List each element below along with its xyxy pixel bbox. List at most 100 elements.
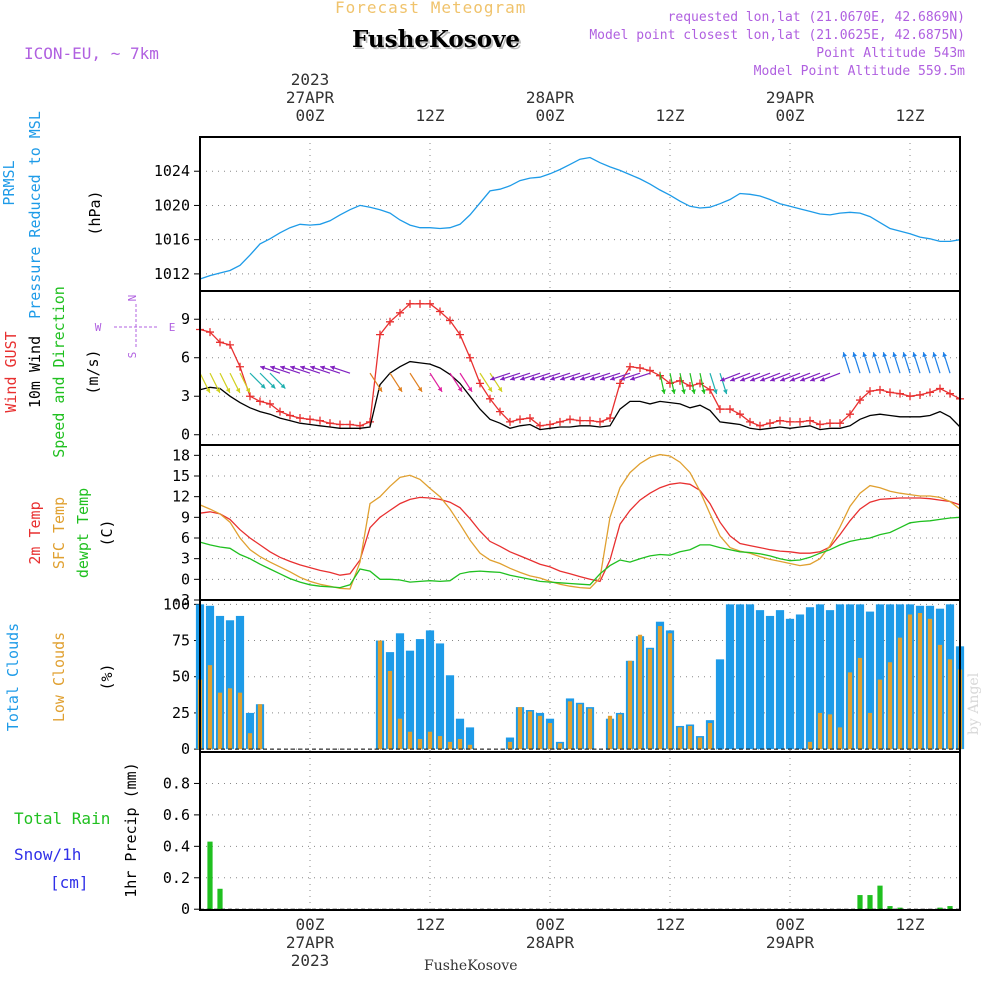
y-tick-label: -3 (172, 591, 190, 609)
bar-low-clouds (897, 637, 903, 750)
wind-arrow-head (500, 376, 506, 381)
bar-low-clouds (467, 744, 473, 750)
bar-total-clouds (455, 718, 465, 750)
bar-low-clouds (587, 708, 593, 750)
gust-marker (876, 385, 884, 394)
wind-arrow-head (820, 377, 826, 382)
wind-arrow-head (780, 377, 786, 382)
gust-marker (446, 316, 454, 325)
gust-marker (806, 416, 814, 425)
axis-label: SFC Temp (50, 497, 68, 569)
gust-marker (726, 405, 734, 414)
bar-total-clouds (715, 659, 725, 750)
wind-arrow-head (457, 386, 463, 392)
axis-label: (m/s) (84, 349, 102, 394)
y-tick-label: 0 (181, 426, 190, 444)
panel-frame (199, 751, 961, 911)
bar-low-clouds (517, 707, 523, 750)
bar-low-clouds (667, 633, 673, 750)
bar-total-clouds (865, 611, 875, 750)
y-tick-label: 12 (172, 488, 190, 506)
y-tick-label: 75 (172, 632, 190, 650)
y-tick-label: 9 (181, 310, 190, 328)
precip-axis-label: 1hr Precip (mm) (122, 762, 140, 897)
gust-marker (316, 416, 324, 425)
wind-arrow-head (600, 376, 606, 381)
bar-total-clouds (725, 604, 735, 750)
bar-total-clouds (735, 604, 745, 750)
wind-arrow-head (290, 365, 296, 371)
wind-arrow-head (740, 377, 746, 382)
axis-label: (hPa) (86, 190, 104, 235)
bar-low-clouds (607, 715, 613, 750)
y-tick-label: 0 (181, 740, 190, 758)
gust-marker (386, 317, 394, 326)
compass-s: S (126, 352, 139, 359)
gust-marker (886, 388, 894, 397)
bar-total-clouds (765, 615, 775, 750)
bar-low-clouds (697, 737, 703, 750)
wind-arrow-head (722, 389, 728, 395)
gust-marker (336, 420, 344, 429)
gust-marker (906, 392, 914, 401)
gust-marker (206, 328, 214, 337)
wind-arrow-head (270, 365, 276, 371)
bar-low-clouds (877, 679, 883, 750)
gust-marker (866, 387, 874, 396)
gust-marker (346, 420, 354, 429)
model-name: ICON-EU, ~ 7km (24, 44, 159, 63)
panel-frame (199, 136, 961, 292)
bar-total-rain (937, 907, 943, 910)
gust-marker (856, 396, 864, 405)
wind-arrow-head (280, 365, 286, 371)
time-tick-top-label: 00Z (776, 106, 805, 125)
gust-marker (466, 353, 474, 362)
bar-total-rain (887, 906, 893, 910)
bar-low-clouds (547, 723, 553, 750)
wind-arrow-head (467, 386, 473, 392)
axis-label: (%) (98, 663, 116, 690)
bar-total-clouds (435, 643, 445, 750)
gust-marker (946, 389, 954, 398)
bar-low-clouds (837, 727, 843, 750)
y-tick-label: 0.2 (163, 869, 190, 887)
gust-marker (426, 299, 434, 308)
wind-arrow-head (661, 389, 666, 395)
gust-marker (626, 362, 634, 371)
gust-marker (436, 307, 444, 316)
time-tick-bottom-label: 27APR (286, 933, 335, 952)
wind-arrow-head (630, 376, 636, 381)
gust-marker (926, 388, 934, 397)
time-tick-top-label: 00Z (296, 106, 325, 125)
gust-marker (766, 419, 774, 428)
wind-arrow-head (417, 386, 423, 392)
gust-marker (516, 415, 524, 424)
panel-0 (194, 136, 961, 292)
bar-low-clouds (207, 665, 213, 750)
gust-marker (266, 399, 274, 408)
compass-n: N (126, 295, 139, 302)
panel-1 (194, 290, 964, 446)
wind-arrow-head (671, 389, 676, 395)
gust-marker (256, 397, 264, 406)
bar-low-clouds (417, 738, 423, 750)
bar-total-clouds (805, 607, 815, 750)
y-tick-label: 0.4 (163, 837, 190, 855)
series-line (199, 303, 961, 427)
y-tick-label: 3 (181, 550, 190, 568)
gust-marker (916, 390, 924, 399)
bar-low-clouds (907, 614, 913, 750)
wind-arrow-head (902, 352, 908, 358)
y-tick-label: 1012 (154, 265, 190, 283)
wind-arrow-head (720, 377, 726, 382)
bar-low-clouds (847, 672, 853, 750)
wind-arrow-head (932, 352, 938, 358)
wind-arrow-head (320, 365, 326, 371)
place-title: FusheKosove (352, 26, 521, 53)
wind-arrow-head (681, 389, 686, 395)
bar-low-clouds (917, 613, 923, 750)
gust-marker (296, 414, 304, 423)
rain-label: Total Rain (14, 809, 110, 828)
bar-total-clouds (815, 604, 825, 750)
compass-cross (114, 304, 158, 349)
